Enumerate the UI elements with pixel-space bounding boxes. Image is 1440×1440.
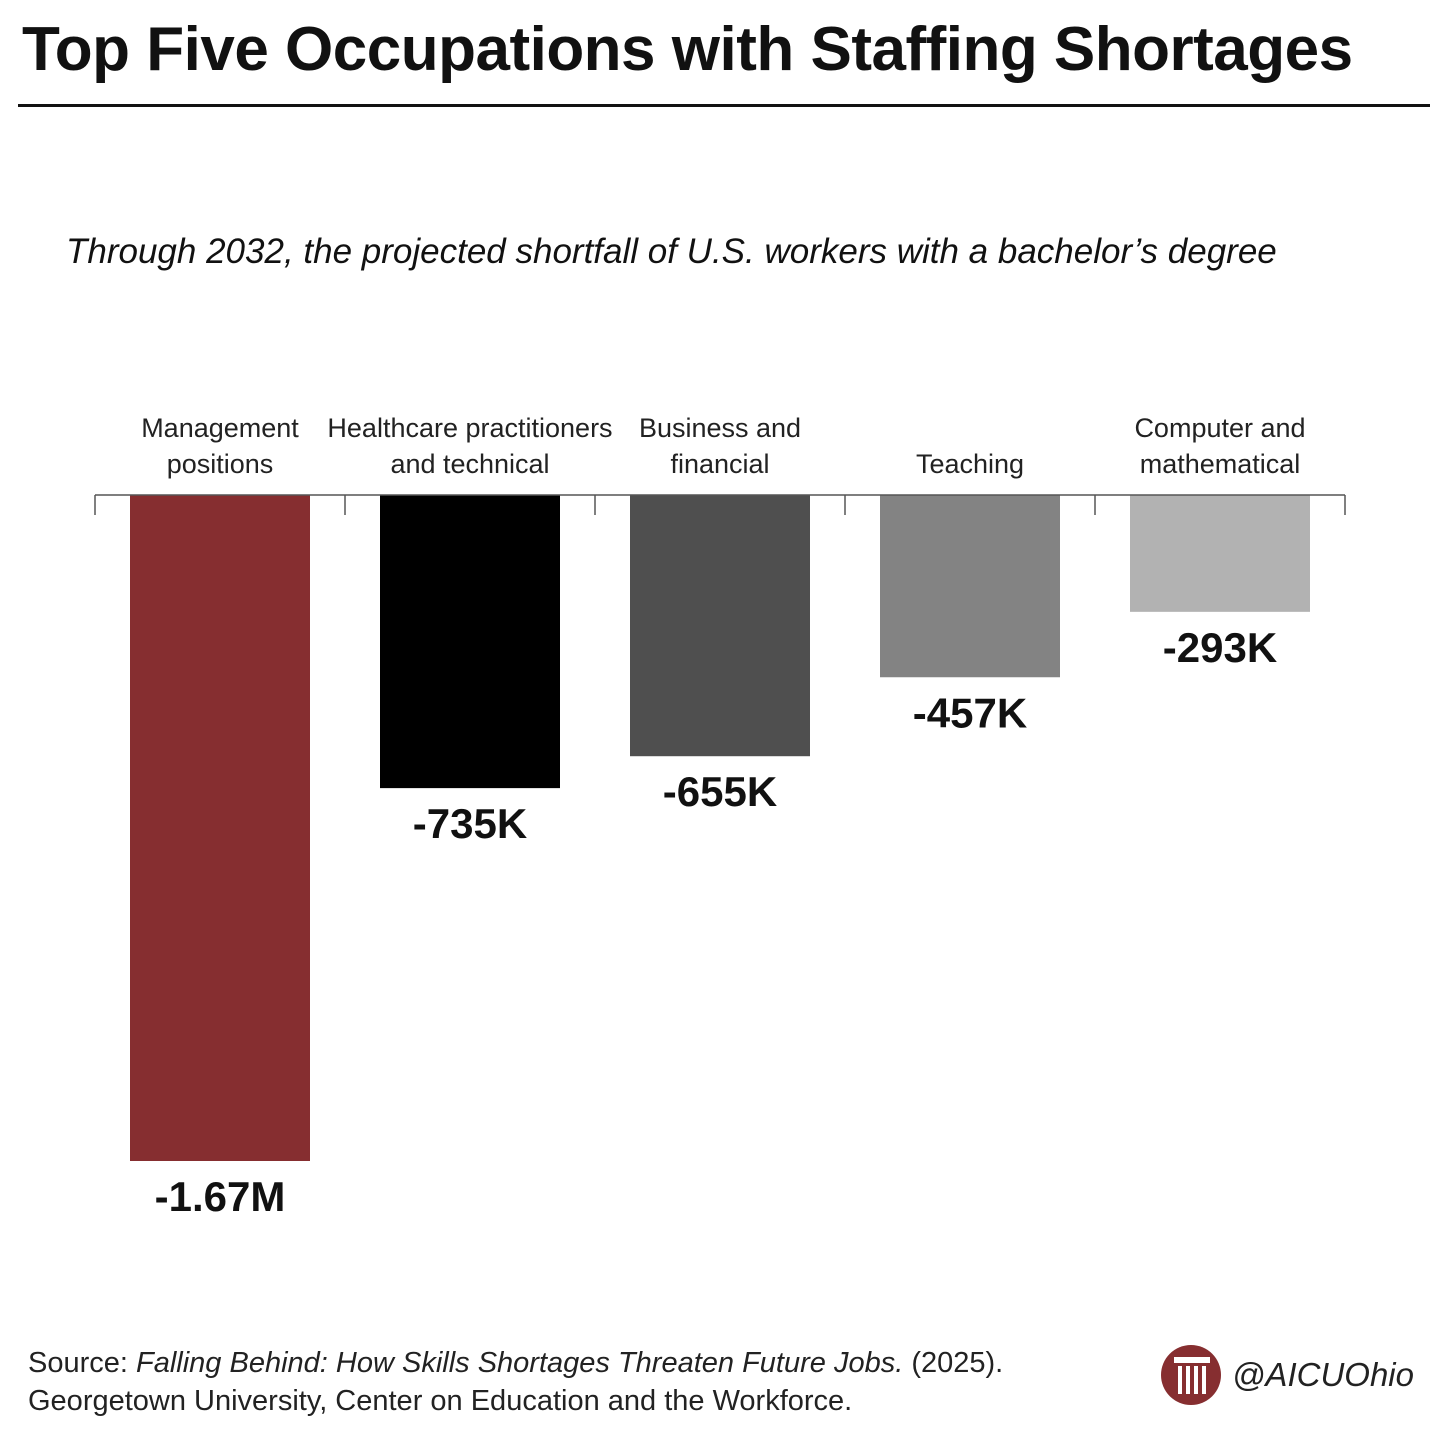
logo-column-1 bbox=[1177, 1366, 1182, 1394]
category-label-3-line-1: Business and bbox=[639, 413, 801, 443]
category-label-2-line-1: Healthcare practitioners bbox=[327, 413, 612, 443]
category-label-4-line-1: Teaching bbox=[916, 449, 1024, 479]
category-label-2-line-2: and technical bbox=[390, 449, 549, 479]
bar-chart: Management positions -1.67M Healthcare prac… bbox=[94, 413, 1346, 1220]
bar-2 bbox=[380, 495, 560, 789]
chart-title: Top Five Occupations with Staffing Short… bbox=[22, 15, 1353, 84]
logo-circle bbox=[1160, 1345, 1221, 1405]
category-label-5-line-2: mathematical bbox=[1140, 449, 1301, 479]
logo-column-4 bbox=[1201, 1366, 1206, 1394]
brand-handle: @AICUOhio bbox=[1231, 1356, 1414, 1393]
value-label-3: -655K bbox=[663, 768, 777, 815]
source-title: Falling Behind: How Skills Shortages Thr… bbox=[136, 1347, 904, 1379]
source-line-2: Georgetown University, Center on Educati… bbox=[28, 1385, 853, 1417]
chart-subtitle: Through 2032, the projected shortfall of… bbox=[66, 232, 1277, 271]
logo-column-3 bbox=[1193, 1366, 1198, 1394]
brand: @AICUOhio bbox=[1160, 1344, 1414, 1406]
source-prefix: Source: bbox=[28, 1347, 136, 1379]
category-label-1-line-1: Management bbox=[141, 413, 299, 443]
bar-4 bbox=[880, 495, 1060, 678]
value-label-4: -457K bbox=[913, 689, 1027, 736]
aicu-logo-icon bbox=[1160, 1345, 1221, 1405]
source-year: (2025). bbox=[903, 1347, 1004, 1379]
bar-3 bbox=[630, 495, 810, 757]
category-label-5-line-1: Computer and bbox=[1134, 413, 1305, 443]
value-label-2: -735K bbox=[413, 800, 527, 847]
value-label-5: -293K bbox=[1163, 624, 1277, 671]
source-line-1: Source: Falling Behind: How Skills Short… bbox=[28, 1344, 1003, 1382]
category-label-1-line-2: positions bbox=[167, 449, 274, 479]
logo-column-2 bbox=[1185, 1366, 1190, 1394]
title-rule bbox=[18, 104, 1430, 107]
bar-1 bbox=[130, 495, 310, 1161]
source-note: Source: Falling Behind: How Skills Short… bbox=[28, 1344, 1003, 1420]
logo-lintel bbox=[1173, 1357, 1210, 1363]
bar-5 bbox=[1130, 495, 1310, 612]
value-label-1: -1.67M bbox=[155, 1173, 286, 1220]
category-label-3-line-2: financial bbox=[670, 449, 769, 479]
